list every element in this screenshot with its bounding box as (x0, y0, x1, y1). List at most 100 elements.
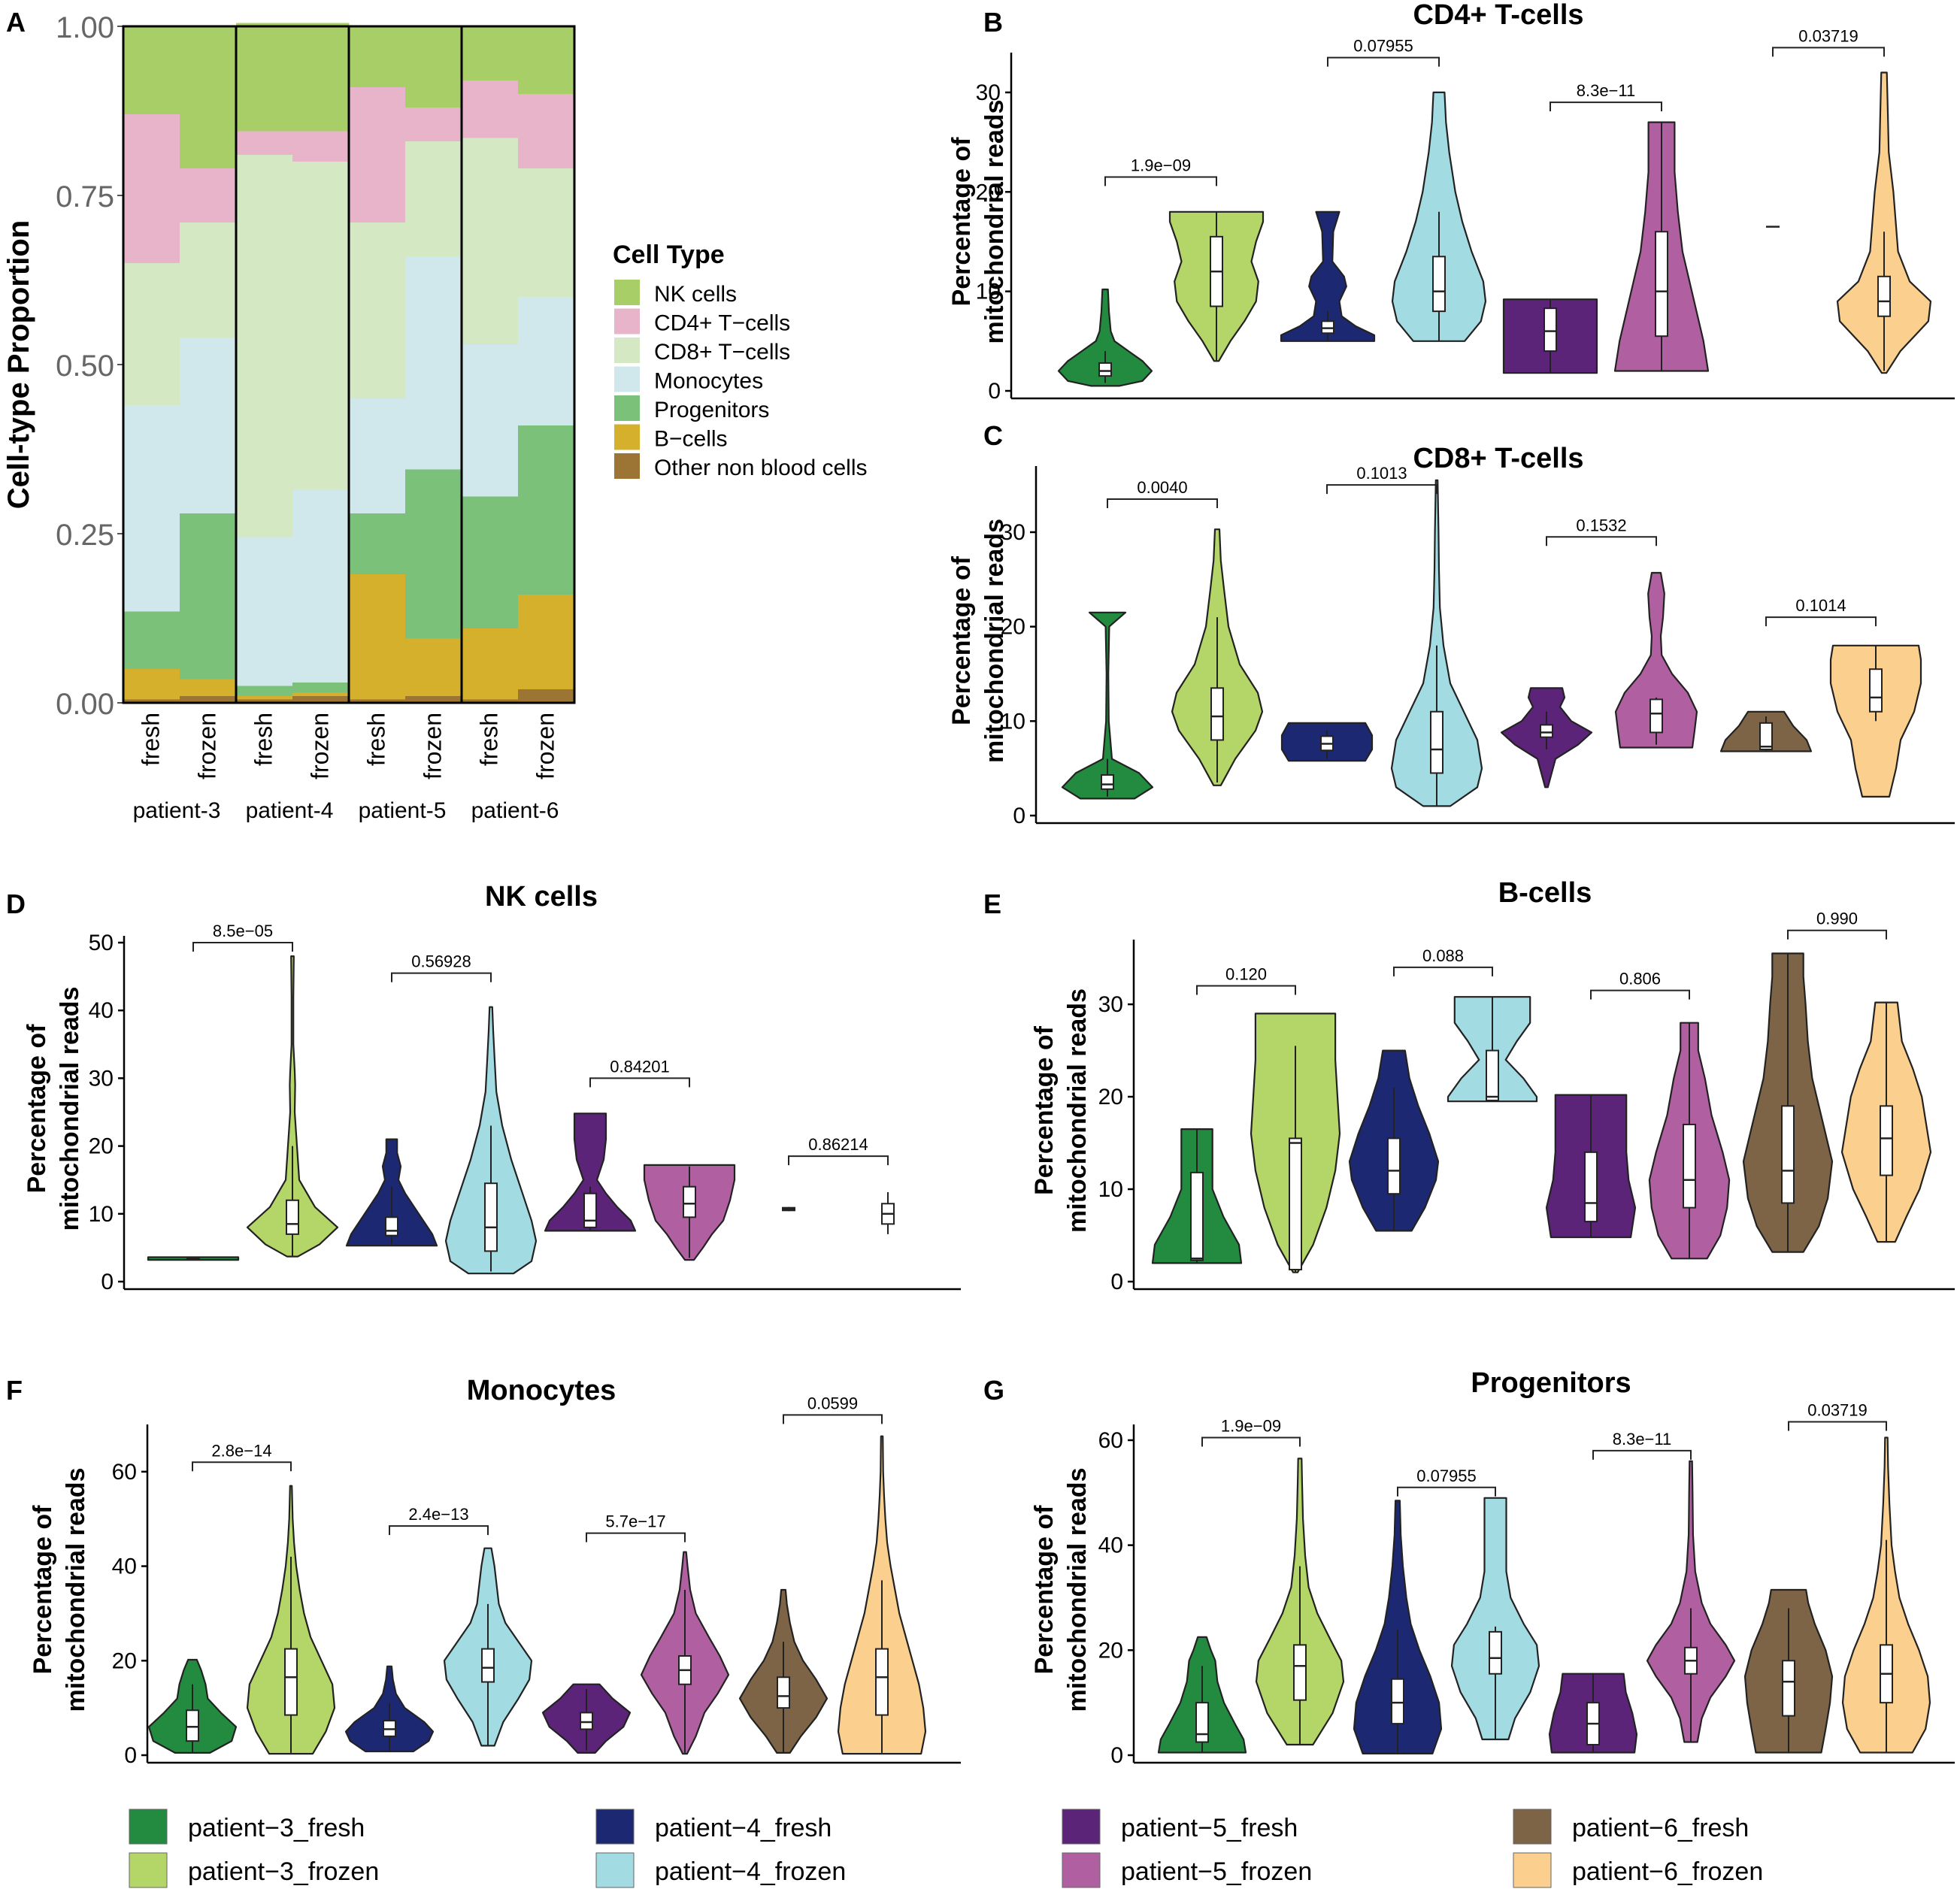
panel-g-violin-chart: Progenitors Percentage of mitochondrial re… (1030, 1367, 1955, 1768)
box-iqr (1877, 275, 1891, 317)
panel-label-f: F (6, 1375, 23, 1406)
y-tick-label: 0 (1110, 1270, 1123, 1294)
y-axis-label-line: Percentage of (947, 555, 976, 725)
violin-patient-5-frozen (1614, 571, 1698, 749)
significance-bracket (783, 1414, 883, 1424)
bar-segment-nk-cells (236, 23, 293, 132)
p-value-label: 0.1013 (1356, 464, 1407, 483)
y-tick-label: 10 (89, 1202, 114, 1227)
bar-segment-cd8-t-cells (292, 162, 350, 490)
significance-bracket (192, 942, 293, 952)
bar-segment-cd8-t-cells (349, 222, 406, 398)
bar-segment-monocytes (123, 405, 180, 612)
p-value-label: 0.1532 (1576, 516, 1626, 534)
x-patient-label: patient-6 (471, 798, 559, 823)
panel-label-g: G (983, 1375, 1004, 1406)
box-iqr (1293, 1644, 1307, 1701)
box-iqr (1782, 1660, 1795, 1717)
significance-bracket (1590, 989, 1690, 1000)
significance-bracket (788, 1155, 889, 1166)
box-iqr (583, 1192, 597, 1228)
bar-segment-nk-cells (123, 26, 180, 114)
p-value-label: 0.990 (1816, 910, 1858, 928)
bar-segment-monocytes (462, 344, 519, 497)
y-axis-label: Percentage of mitochondrial reads (1030, 988, 1092, 1233)
y-axis-label-line: mitochondrial reads (62, 1468, 90, 1712)
panel-a-stacked-bar: Cell-type Proportion 0.00 0.25 0.50 0.75 1.00… (2, 11, 868, 823)
significance-bracket (389, 1525, 489, 1536)
y-tick-label: 0 (124, 1743, 137, 1768)
box-iqr (1759, 722, 1773, 751)
x-condition-label: frozen (532, 713, 559, 779)
bar-segment-b-cells (462, 628, 519, 700)
y-tick-label: 40 (1098, 1533, 1123, 1558)
p-value-label: 5.7e−17 (605, 1512, 665, 1531)
bar-segment-cd8-t-cells (236, 155, 293, 537)
significance-bracket (1201, 1436, 1301, 1447)
panel-e-violin-chart: B-cells Percentage of mitochondrial reads 0… (1030, 877, 1955, 1294)
y-tick-label: 10 (1098, 1177, 1123, 1202)
violin-patient-4-frozen (1390, 479, 1483, 807)
bar-segment-b-cells (405, 638, 462, 696)
legend-swatch (614, 280, 640, 305)
y-axis-label-line: Percentage of (1030, 1025, 1059, 1195)
p-value-label: 0.03719 (1807, 1401, 1868, 1420)
panel-title: Monocytes (467, 1375, 616, 1406)
x-condition-label: frozen (194, 713, 221, 779)
legend-label: Monocytes (654, 369, 763, 394)
panel-label-a: A (6, 7, 26, 38)
box-iqr (1387, 1137, 1401, 1195)
panel-a-legend-title: Cell Type (613, 241, 725, 269)
significance-bracket (1546, 536, 1657, 546)
box-iqr (186, 1709, 199, 1742)
bar-segment-b-cells (292, 692, 350, 696)
box-iqr (1321, 320, 1334, 334)
legend-label: patient−3_frozen (188, 1857, 379, 1886)
panel-label-e: E (983, 888, 1001, 919)
violin-patient-3-fresh (1057, 288, 1153, 387)
panel-a-ytick: 1.00 (56, 11, 114, 44)
box-iqr (1543, 307, 1557, 353)
bar-segment-cd4-t-cells (180, 168, 237, 222)
bar-segment-cd8-t-cells (180, 222, 237, 338)
significance-bracket (589, 1077, 690, 1088)
y-axis-label-line: Percentage of (1030, 1505, 1059, 1675)
bar-segment-b-cells (349, 574, 406, 700)
panel-title: B-cells (1498, 877, 1592, 909)
panel-label-c: C (983, 420, 1003, 451)
p-value-label: 0.088 (1422, 946, 1464, 965)
y-axis-label-line: mitochondrial reads (980, 519, 1009, 763)
significance-bracket (192, 1461, 292, 1472)
y-tick-label: 10 (1001, 709, 1025, 734)
bar-segment-monocytes (405, 256, 462, 470)
bar-segment-cd4-t-cells (462, 80, 519, 138)
box-iqr (777, 1676, 790, 1709)
p-value-label: 8.3e−11 (1577, 81, 1636, 100)
legend-swatch (1513, 1852, 1552, 1888)
bar-segment-cd8-t-cells (123, 263, 180, 405)
y-axis-label-line: mitochondrial reads (1063, 1468, 1092, 1712)
bar-segment-progenitors (123, 611, 180, 669)
box-iqr (1210, 687, 1224, 741)
p-value-label: 0.0599 (807, 1394, 858, 1412)
x-condition-label: fresh (138, 713, 165, 766)
y-tick-label: 20 (112, 1648, 137, 1673)
legend-label: B−cells (654, 427, 728, 452)
bar-segment-cd8-t-cells (462, 138, 519, 344)
box-iqr (1432, 256, 1446, 313)
legend-swatch (1062, 1852, 1101, 1888)
legend-label: patient−6_frozen (1572, 1857, 1763, 1886)
panel-title: NK cells (485, 881, 598, 913)
p-value-label: 0.07955 (1416, 1467, 1477, 1485)
panel-f-violin-chart: Monocytes Percentage of mitochondrial read… (29, 1375, 961, 1768)
bar-segment-progenitors (462, 496, 519, 628)
panel-title: Progenitors (1471, 1367, 1631, 1399)
p-value-label: 0.1014 (1795, 596, 1846, 615)
legend-label: patient−4_fresh (655, 1814, 832, 1842)
bar-segment-other-non-blood-cells (292, 696, 350, 703)
panel-c-violin-chart: CD8+ T-cells Percentage of mitochondrial r… (947, 443, 1955, 828)
box-iqr (1486, 1049, 1499, 1101)
significance-bracket (1196, 985, 1296, 995)
legend-label: patient−5_frozen (1121, 1857, 1312, 1886)
panel-d-violin-chart: NK cells Percentage of mitochondrial reads… (23, 881, 961, 1294)
